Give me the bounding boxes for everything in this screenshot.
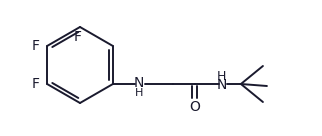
Text: H: H [217, 69, 227, 83]
Text: O: O [189, 100, 200, 114]
Text: N: N [217, 78, 227, 92]
Text: N: N [134, 76, 144, 90]
Text: F: F [32, 39, 40, 53]
Text: F: F [32, 77, 40, 91]
Text: H: H [135, 88, 143, 98]
Text: F: F [74, 30, 82, 44]
